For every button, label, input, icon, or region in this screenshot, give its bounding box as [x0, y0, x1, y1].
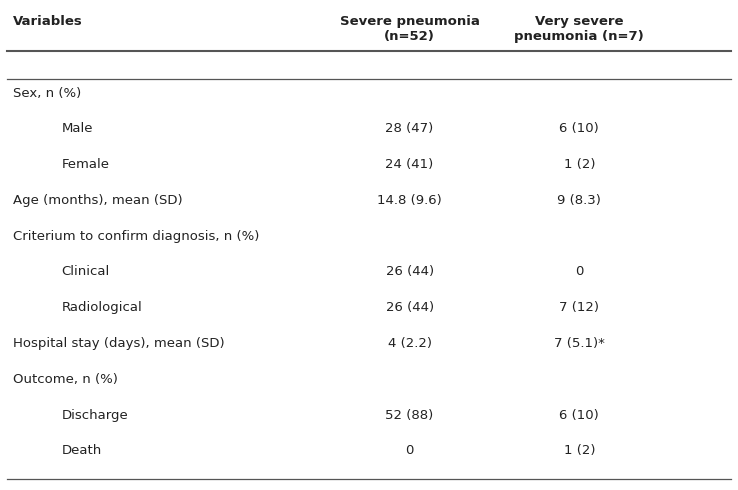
Text: 6 (10): 6 (10) — [559, 409, 599, 421]
Text: 7 (12): 7 (12) — [559, 301, 599, 314]
Text: 52 (88): 52 (88) — [385, 409, 434, 421]
Text: 0: 0 — [405, 444, 414, 457]
Text: Sex, n (%): Sex, n (%) — [13, 87, 81, 99]
Text: Death: Death — [61, 444, 102, 457]
Text: Variables: Variables — [13, 15, 83, 28]
Text: Discharge: Discharge — [61, 409, 128, 421]
Text: 28 (47): 28 (47) — [385, 122, 434, 135]
Text: 4 (2.2): 4 (2.2) — [387, 337, 432, 350]
Text: Criterium to confirm diagnosis, n (%): Criterium to confirm diagnosis, n (%) — [13, 230, 260, 243]
Text: Female: Female — [61, 158, 109, 171]
Text: Male: Male — [61, 122, 93, 135]
Text: Outcome, n (%): Outcome, n (%) — [13, 373, 118, 386]
Text: Very severe
pneumonia (n=7): Very severe pneumonia (n=7) — [514, 15, 644, 43]
Text: 1 (2): 1 (2) — [564, 158, 595, 171]
Text: Clinical: Clinical — [61, 266, 109, 278]
Text: 14.8 (9.6): 14.8 (9.6) — [377, 194, 442, 207]
Text: 0: 0 — [575, 266, 584, 278]
Text: 1 (2): 1 (2) — [564, 444, 595, 457]
Text: 26 (44): 26 (44) — [385, 301, 434, 314]
Text: 7 (5.1)*: 7 (5.1)* — [554, 337, 604, 350]
Text: 9 (8.3): 9 (8.3) — [557, 194, 601, 207]
Text: Severe pneumonia
(n=52): Severe pneumonia (n=52) — [339, 15, 480, 43]
Text: Radiological: Radiological — [61, 301, 142, 314]
Text: 6 (10): 6 (10) — [559, 122, 599, 135]
Text: Hospital stay (days), mean (SD): Hospital stay (days), mean (SD) — [13, 337, 225, 350]
Text: 24 (41): 24 (41) — [385, 158, 434, 171]
Text: 26 (44): 26 (44) — [385, 266, 434, 278]
Text: Age (months), mean (SD): Age (months), mean (SD) — [13, 194, 183, 207]
